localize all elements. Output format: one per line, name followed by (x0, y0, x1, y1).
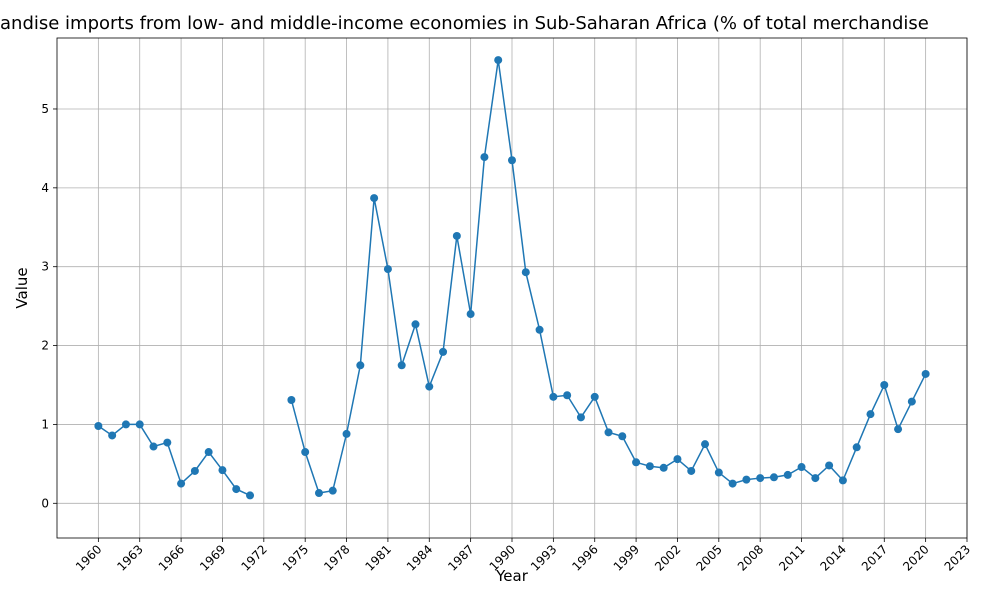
point (328, 486, 337, 495)
point (246, 491, 255, 500)
line (97, 423, 251, 497)
point (894, 425, 903, 434)
point (604, 428, 613, 437)
x-tick-label: 1969 (197, 542, 228, 573)
y-tick-label: 5 (41, 102, 49, 116)
point (714, 468, 723, 477)
point (314, 489, 323, 498)
point (838, 476, 847, 485)
x-tick-label: 2002 (652, 542, 683, 573)
point (632, 458, 641, 467)
point (769, 473, 778, 482)
x-tick-label: 2011 (776, 542, 807, 573)
point (783, 470, 792, 479)
point (439, 347, 448, 356)
point (452, 231, 461, 240)
x-tick-label: 1960 (73, 542, 104, 573)
point (218, 466, 227, 475)
x-tick-label: 2005 (693, 542, 724, 573)
point (687, 466, 696, 475)
point (163, 438, 172, 447)
point (701, 440, 710, 449)
y-tick-label: 3 (41, 260, 49, 274)
line (290, 59, 927, 494)
x-tick-label: 2023 (942, 542, 973, 573)
point (190, 466, 199, 475)
point (397, 361, 406, 370)
point (549, 392, 558, 401)
point (370, 194, 379, 203)
point (728, 479, 737, 488)
point (480, 153, 489, 162)
x-tick-label: 2020 (900, 542, 931, 573)
point (866, 410, 875, 419)
x-tick-label: 1993 (528, 542, 559, 573)
point (356, 361, 365, 370)
point (742, 475, 751, 484)
point (232, 485, 241, 494)
point (590, 392, 599, 401)
point (618, 432, 627, 441)
point (149, 442, 158, 451)
x-tick-label: 1984 (404, 542, 435, 573)
point (383, 265, 392, 274)
point (563, 391, 572, 400)
x-tick-label: 2008 (735, 542, 766, 573)
x-tick-label: 2017 (859, 542, 890, 573)
point (852, 443, 861, 452)
x-axis-label: Year (495, 567, 529, 585)
point (177, 479, 186, 488)
point (411, 320, 420, 329)
point (811, 474, 820, 483)
point (121, 420, 130, 429)
x-tick-label: 1999 (611, 542, 642, 573)
point (425, 382, 434, 391)
point (659, 463, 668, 472)
x-tick-label: 1975 (280, 542, 311, 573)
point (94, 422, 103, 431)
point (880, 381, 889, 390)
point (301, 448, 310, 457)
x-tick-label: 1963 (114, 542, 145, 573)
x-tick-label: 1987 (445, 542, 476, 573)
point (466, 310, 475, 319)
y-tick-label: 1 (41, 417, 49, 431)
point (921, 369, 930, 378)
point (535, 325, 544, 334)
chart-title: andise imports from low- and middle-inco… (0, 13, 929, 34)
point (342, 429, 351, 438)
point (825, 461, 834, 470)
point (108, 431, 117, 440)
y-axis-label: Value (13, 267, 31, 308)
point (521, 268, 530, 277)
point (287, 395, 296, 404)
y-tick-label: 0 (41, 496, 49, 510)
x-tick-label: 1981 (363, 542, 394, 573)
point (645, 462, 654, 471)
y-tick-label: 4 (41, 181, 49, 195)
plot-frame (56, 37, 968, 539)
x-tick-label: 1966 (156, 542, 187, 573)
point (494, 56, 503, 65)
point (204, 448, 213, 457)
point (907, 397, 916, 406)
point (673, 455, 682, 464)
point (135, 420, 144, 429)
x-tick-label: 2014 (818, 542, 849, 573)
y-tick-label: 2 (41, 339, 49, 353)
point (508, 156, 516, 165)
x-tick-label: 1978 (321, 542, 352, 573)
x-tick-label: 1972 (238, 542, 269, 573)
point (576, 413, 585, 422)
point (797, 463, 806, 472)
x-tick-label: 1996 (569, 542, 600, 573)
point (756, 474, 765, 483)
